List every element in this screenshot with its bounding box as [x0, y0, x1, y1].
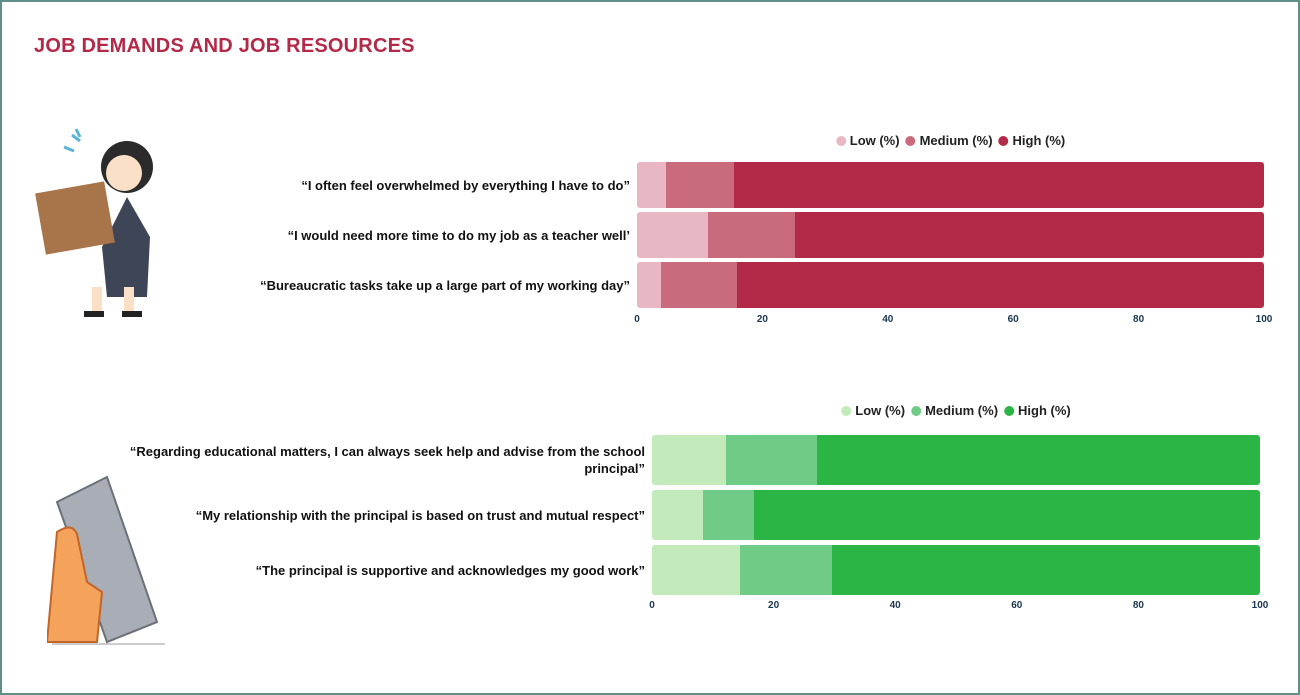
x-tick-label: 0: [634, 314, 640, 325]
legend-label: Medium (%): [920, 133, 993, 148]
legend-label: Low (%): [855, 403, 905, 418]
legend-swatch: [836, 136, 846, 146]
x-tick-label: 20: [768, 600, 779, 611]
legend-item: Medium (%): [906, 133, 993, 148]
bar-segment: [795, 212, 1264, 258]
legend: Low (%) Medium (%) High (%): [841, 403, 1071, 418]
bar-segment: [832, 545, 1260, 595]
legend-label: Medium (%): [925, 403, 998, 418]
x-tick-label: 80: [1133, 600, 1144, 611]
legend-item: High (%): [1004, 403, 1071, 418]
bar-segment: [734, 162, 1264, 208]
x-tick-label: 100: [1252, 600, 1269, 611]
x-tick-label: 40: [890, 600, 901, 611]
legend-item: Low (%): [841, 403, 905, 418]
bar-segment: [666, 162, 734, 208]
x-tick-label: 60: [1011, 600, 1022, 611]
category-label: “My relationship with the principal is b…: [125, 490, 645, 540]
x-tick-label: 80: [1133, 314, 1144, 325]
x-tick-label: 100: [1256, 314, 1273, 325]
legend-item: Medium (%): [911, 403, 998, 418]
category-label: “Bureaucratic tasks take up a large part…: [110, 262, 630, 308]
x-tick-label: 20: [757, 314, 768, 325]
legend-item: Low (%): [836, 133, 900, 148]
category-label: “Regarding educational matters, I can al…: [125, 435, 645, 485]
bar-segment: [754, 490, 1260, 540]
category-label: “The principal is supportive and acknowl…: [125, 545, 645, 595]
legend-swatch: [906, 136, 916, 146]
legend-label: High (%): [1018, 403, 1071, 418]
legend-swatch: [999, 136, 1009, 146]
x-tick-label: 60: [1008, 314, 1019, 325]
bar-segment: [737, 262, 1264, 308]
legend-swatch: [911, 406, 921, 416]
x-tick-label: 0: [649, 600, 655, 611]
bar-segment: [661, 262, 737, 308]
bar-segment: [708, 212, 795, 258]
x-tick-label: 40: [882, 314, 893, 325]
bar-segment: [703, 490, 754, 540]
bar-segment: [652, 490, 703, 540]
page: JOB DEMANDS AND JOB RESOURCES Low (%) Med…: [0, 0, 1300, 695]
bar-segment: [652, 545, 740, 595]
bar-segment: [637, 212, 708, 258]
bar-segment: [637, 262, 661, 308]
legend-swatch: [841, 406, 851, 416]
bar-segment: [652, 435, 726, 485]
bar-segment: [740, 545, 832, 595]
legend-label: Low (%): [850, 133, 900, 148]
page-title: JOB DEMANDS AND JOB RESOURCES: [34, 35, 415, 58]
bar-segment: [726, 435, 817, 485]
legend-swatch: [1004, 406, 1014, 416]
legend: Low (%) Medium (%) High (%): [836, 133, 1066, 148]
category-label: “I would need more time to do my job as …: [110, 212, 630, 258]
category-label: “I often feel overwhelmed by everything …: [110, 162, 630, 208]
legend-label: High (%): [1013, 133, 1066, 148]
legend-item: High (%): [999, 133, 1066, 148]
bar-segment: [817, 435, 1260, 485]
bar-segment: [637, 162, 666, 208]
